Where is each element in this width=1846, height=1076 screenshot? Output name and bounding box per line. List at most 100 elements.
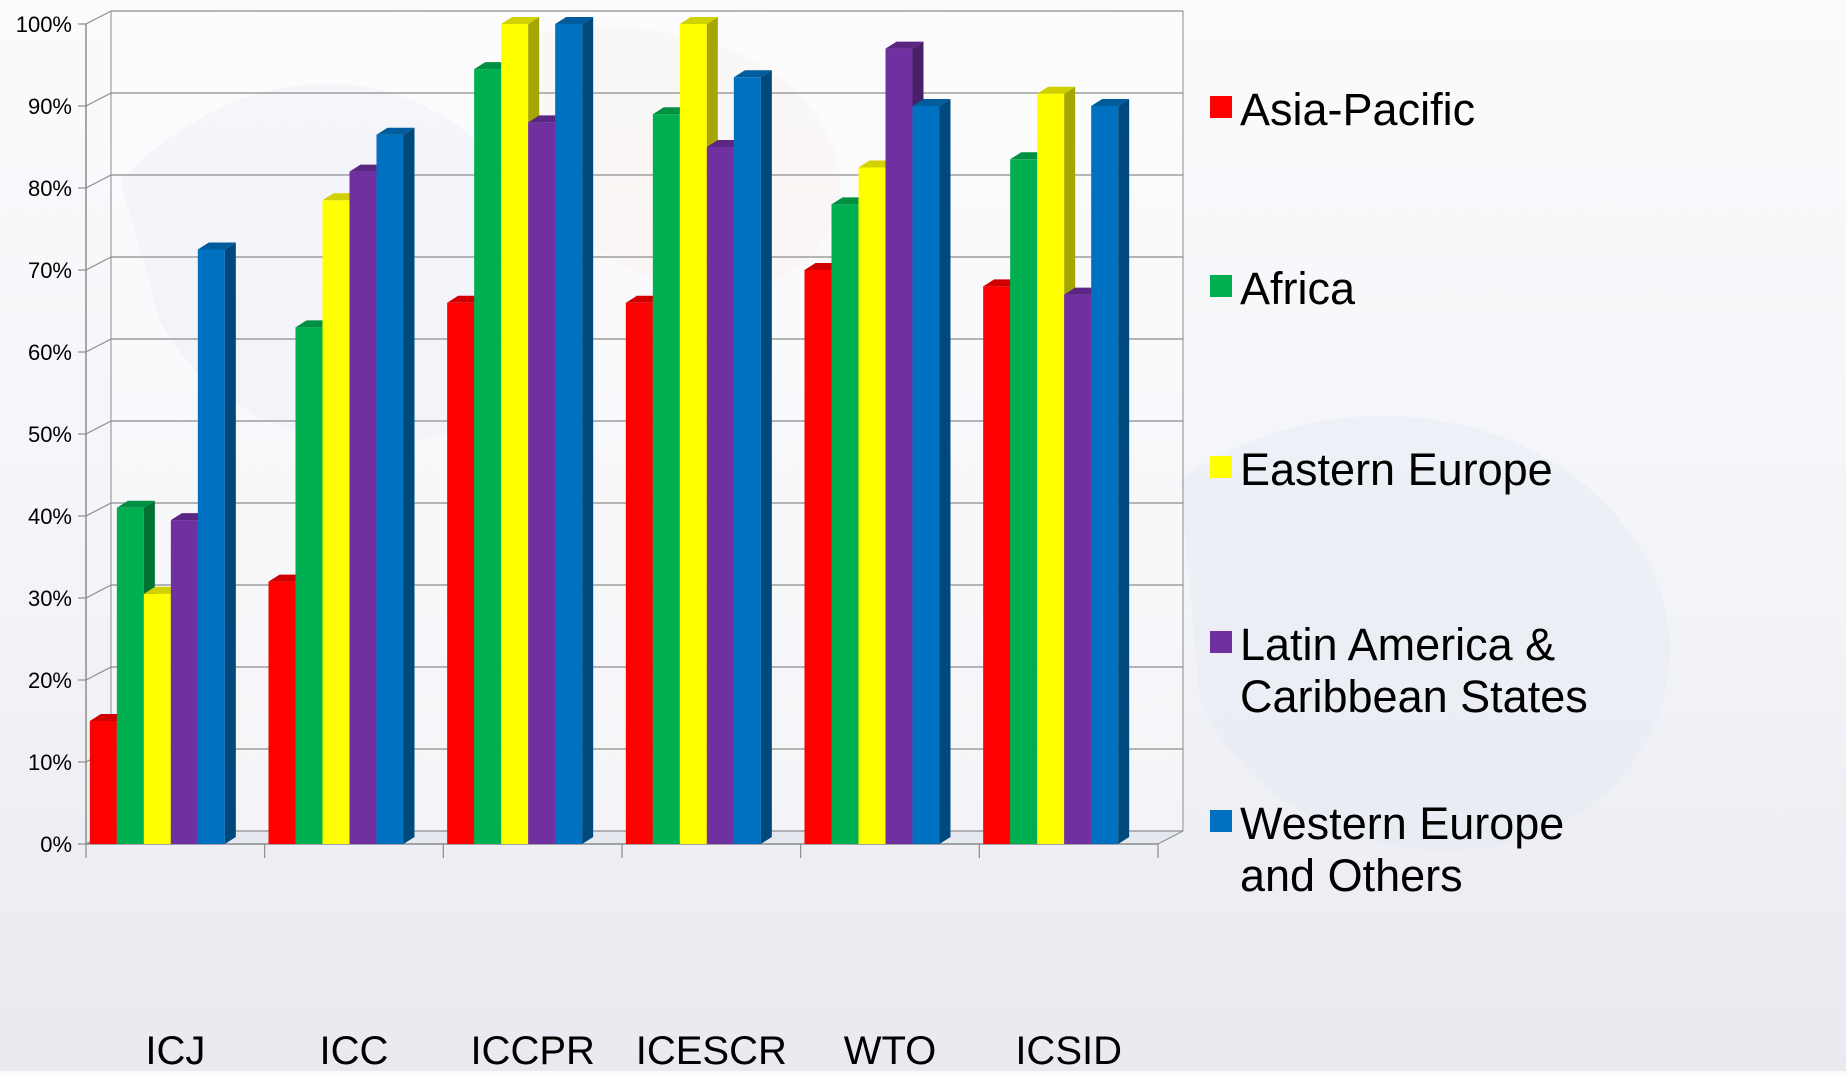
y-tick-label: 40% bbox=[28, 504, 72, 529]
bar-front bbox=[679, 24, 707, 844]
bar-front bbox=[197, 249, 225, 844]
y-tick-label: 100% bbox=[16, 12, 72, 37]
bar-front bbox=[528, 122, 556, 844]
x-tick-label: ICSID bbox=[1015, 1029, 1122, 1071]
watermark-shape bbox=[1180, 415, 1670, 851]
bar-top bbox=[501, 17, 540, 24]
bar-front bbox=[295, 327, 323, 844]
bar-front bbox=[89, 721, 117, 844]
x-tick-label: ICCPR bbox=[470, 1029, 594, 1071]
bar-front bbox=[349, 171, 377, 845]
bar bbox=[733, 70, 772, 845]
legend-label: Latin America & bbox=[1240, 619, 1555, 670]
bar bbox=[376, 127, 415, 844]
bar-front bbox=[804, 270, 832, 844]
bar-front bbox=[912, 106, 940, 844]
bar-side bbox=[224, 242, 236, 844]
bar-side bbox=[403, 127, 415, 844]
bar-front bbox=[1064, 294, 1092, 845]
bar-front bbox=[706, 147, 734, 844]
gridline-side bbox=[85, 92, 112, 107]
bar-top bbox=[555, 17, 594, 24]
bar bbox=[197, 242, 236, 844]
y-tick-label: 60% bbox=[28, 340, 72, 365]
gridline-side bbox=[85, 256, 112, 271]
bar-top bbox=[885, 41, 924, 49]
bar-top bbox=[116, 500, 155, 508]
legend-swatch bbox=[1210, 810, 1232, 832]
y-axis: 0% 10% 20% 30% 40% 50% 60% 70% 80% 90% 100% bbox=[16, 12, 87, 857]
legend-swatch bbox=[1210, 96, 1232, 118]
bar bbox=[912, 99, 951, 844]
bar-top bbox=[912, 99, 951, 106]
bar-side bbox=[582, 17, 594, 844]
bar-front bbox=[474, 69, 502, 845]
y-tick-label: 90% bbox=[28, 94, 72, 119]
x-tick-label: ICESCR bbox=[636, 1029, 787, 1071]
bar-top bbox=[733, 70, 772, 78]
gridline-side bbox=[85, 584, 112, 599]
bars bbox=[89, 17, 1130, 845]
bar-side bbox=[939, 99, 951, 844]
bar-top bbox=[197, 242, 236, 250]
legend-label: Western Europe bbox=[1240, 798, 1564, 849]
bar-front bbox=[885, 48, 913, 845]
gridline-side bbox=[85, 10, 112, 25]
legend-item: Latin America &Caribbean States bbox=[1210, 619, 1588, 722]
bar-front bbox=[376, 134, 404, 844]
legend-swatch bbox=[1210, 275, 1232, 297]
y-tick-label: 0% bbox=[40, 832, 72, 857]
gridline-side bbox=[85, 338, 112, 353]
y-tick-label: 10% bbox=[28, 750, 72, 775]
legend-item: Asia-Pacific bbox=[1210, 84, 1475, 135]
y-tick-label: 30% bbox=[28, 586, 72, 611]
legend: Asia-Pacific Africa Eastern Europe Latin Am… bbox=[1210, 84, 1588, 901]
bar-top bbox=[376, 127, 415, 135]
bar-side bbox=[760, 70, 772, 845]
legend-item: Africa bbox=[1210, 263, 1356, 314]
legend-item: Eastern Europe bbox=[1210, 444, 1553, 495]
bar-front bbox=[652, 114, 680, 844]
bar-top bbox=[679, 17, 718, 24]
bar-front bbox=[625, 302, 653, 844]
legend-label: Africa bbox=[1240, 263, 1356, 314]
x-axis: ICJ ICC ICCPR ICESCR WTO ICSID bbox=[85, 843, 1159, 1073]
bar-front bbox=[733, 77, 761, 845]
bar-front bbox=[447, 302, 475, 844]
bar-side bbox=[1118, 99, 1130, 844]
gridline-side bbox=[85, 174, 112, 189]
bar-front bbox=[1037, 93, 1065, 844]
bar-front bbox=[268, 581, 296, 844]
y-tick-label: 80% bbox=[28, 176, 72, 201]
bar-front bbox=[983, 286, 1011, 844]
legend-swatch bbox=[1210, 631, 1232, 653]
bar-front bbox=[116, 507, 144, 844]
bar-front bbox=[858, 167, 886, 844]
bar-top bbox=[1091, 99, 1130, 106]
bar-front bbox=[831, 204, 859, 844]
bar-front bbox=[501, 24, 529, 844]
x-tick-label: ICC bbox=[320, 1029, 389, 1071]
bar bbox=[1091, 99, 1130, 844]
legend-label: Eastern Europe bbox=[1240, 444, 1553, 495]
bar-front bbox=[170, 520, 198, 844]
bar-front bbox=[1091, 106, 1119, 844]
bar-front bbox=[143, 593, 171, 844]
gridline-side bbox=[85, 420, 112, 435]
gridline-side bbox=[85, 666, 112, 681]
bar-top bbox=[1037, 86, 1076, 94]
y-tick-label: 50% bbox=[28, 422, 72, 447]
gridline-side bbox=[85, 502, 112, 517]
legend-label: and Others bbox=[1240, 850, 1463, 901]
bar-front bbox=[1010, 159, 1038, 845]
legend-label: Caribbean States bbox=[1240, 671, 1588, 722]
x-tick-label: ICJ bbox=[145, 1029, 205, 1071]
y-tick-label: 20% bbox=[28, 668, 72, 693]
legend-swatch bbox=[1210, 456, 1232, 478]
legend-label: Asia-Pacific bbox=[1240, 84, 1475, 135]
bar-front bbox=[555, 24, 583, 844]
bar bbox=[555, 17, 594, 844]
